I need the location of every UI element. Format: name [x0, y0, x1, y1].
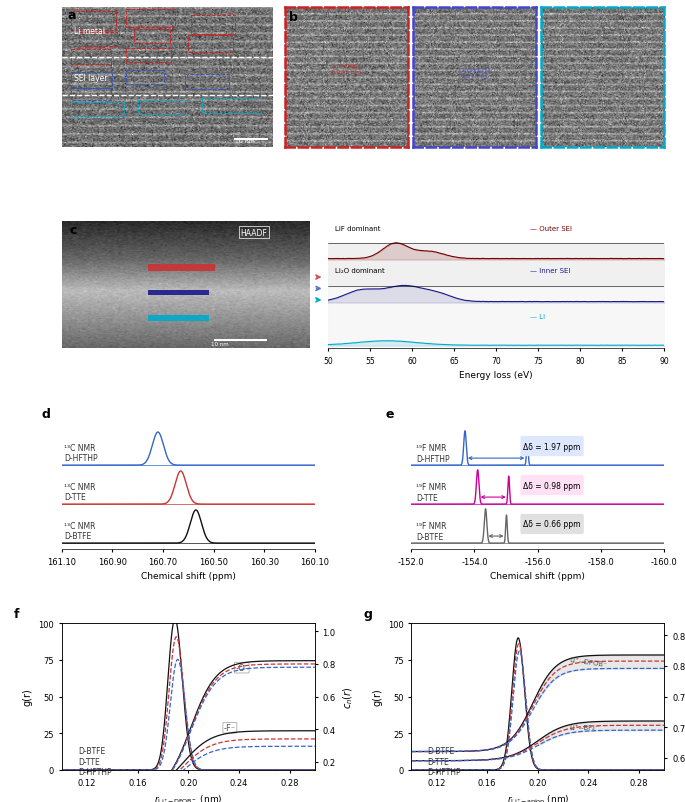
Y-axis label: g(r): g(r) [23, 688, 33, 706]
X-axis label: $r_\mathrm{Li^+\!\!-\!anion}$ (nm): $r_\mathrm{Li^+\!\!-\!anion}$ (nm) [506, 792, 569, 802]
Text: 10 nm: 10 nm [211, 342, 229, 347]
Y-axis label: g(r): g(r) [372, 688, 382, 706]
Bar [71, 50, 111, 65]
Bar [138, 101, 187, 115]
Text: Li metal: Li metal [74, 27, 105, 36]
Text: Li⁺--DFOB⁻: Li⁺--DFOB⁻ [569, 656, 608, 667]
Text: — Inner SEI: — Inner SEI [530, 268, 570, 273]
X-axis label: $r_\mathrm{Li^+\!\!-\!DFOB^-}$ (nm): $r_\mathrm{Li^+\!\!-\!DFOB^-}$ (nm) [154, 792, 223, 802]
Text: ¹⁹F NMR
D-TTE: ¹⁹F NMR D-TTE [416, 483, 447, 502]
Bar [190, 16, 235, 34]
Text: HAADF: HAADF [240, 229, 267, 237]
Bar [126, 49, 171, 63]
Text: Li⁺--BF₄⁻: Li⁺--BF₄⁻ [569, 724, 599, 730]
FancyBboxPatch shape [521, 514, 584, 534]
Bar [79, 33, 116, 47]
Text: D-BTFE
D-TTE
D-HFTHP: D-BTFE D-TTE D-HFTHP [78, 747, 112, 776]
Text: Δδ = 0.66 ppm: Δδ = 0.66 ppm [523, 520, 581, 529]
Bar [71, 88, 111, 101]
Y-axis label: $c_n(r)$: $c_n(r)$ [341, 686, 355, 708]
Text: SEI layer: SEI layer [74, 74, 108, 83]
Text: ¹⁹F NMR
D-HFTHP: ¹⁹F NMR D-HFTHP [416, 444, 449, 464]
Text: ¹³C NMR
D-HFTHP: ¹³C NMR D-HFTHP [64, 444, 98, 463]
Text: Li₂O (111)
0.27 nm: Li₂O (111) 0.27 nm [459, 68, 490, 79]
Text: LiF (111)
0.233 nm: LiF (111) 0.233 nm [332, 64, 362, 75]
FancyBboxPatch shape [521, 436, 584, 456]
Text: c: c [69, 223, 77, 237]
Text: -F⁻: -F⁻ [224, 723, 236, 732]
Text: Δδ = 0.98 ppm: Δδ = 0.98 ppm [523, 481, 581, 490]
Text: ¹⁹F NMR
D-BTFE: ¹⁹F NMR D-BTFE [416, 521, 447, 541]
Bar [126, 10, 175, 27]
Text: a: a [68, 10, 77, 22]
Bar [71, 11, 116, 31]
Text: -O-: -O- [235, 663, 248, 672]
Text: D-BTFE
D-TTE
D-HFTHP: D-BTFE D-TTE D-HFTHP [427, 747, 461, 776]
Text: 10 nm: 10 nm [235, 139, 255, 144]
X-axis label: Chemical shift (ppm): Chemical shift (ppm) [490, 571, 585, 581]
Text: b: b [290, 10, 299, 24]
Bar [202, 99, 261, 115]
Bar [134, 30, 169, 44]
Text: — LI: — LI [530, 313, 545, 319]
Bar [71, 103, 124, 116]
Text: f: f [14, 608, 19, 621]
Text: Li₂O dominant: Li₂O dominant [335, 268, 384, 273]
Text: ¹³C NMR
D-TTE: ¹³C NMR D-TTE [64, 482, 96, 502]
Bar [148, 265, 214, 271]
Text: Δδ = 1.97 ppm: Δδ = 1.97 ppm [523, 442, 581, 451]
Text: e: e [386, 407, 395, 421]
X-axis label: Energy loss (eV): Energy loss (eV) [460, 371, 533, 379]
Text: ¹³C NMR
D-BTFE: ¹³C NMR D-BTFE [64, 521, 96, 541]
Bar [148, 316, 209, 322]
Bar [188, 36, 233, 53]
FancyBboxPatch shape [521, 476, 584, 496]
Text: g: g [363, 608, 372, 621]
Bar [71, 73, 112, 88]
Text: LiF dominant: LiF dominant [335, 226, 380, 232]
Text: d: d [41, 407, 50, 421]
Bar [148, 290, 209, 296]
Bar [126, 71, 164, 85]
Text: — Outer SEI: — Outer SEI [530, 226, 572, 232]
X-axis label: Chemical shift (ppm): Chemical shift (ppm) [141, 571, 236, 581]
Bar [185, 75, 229, 90]
